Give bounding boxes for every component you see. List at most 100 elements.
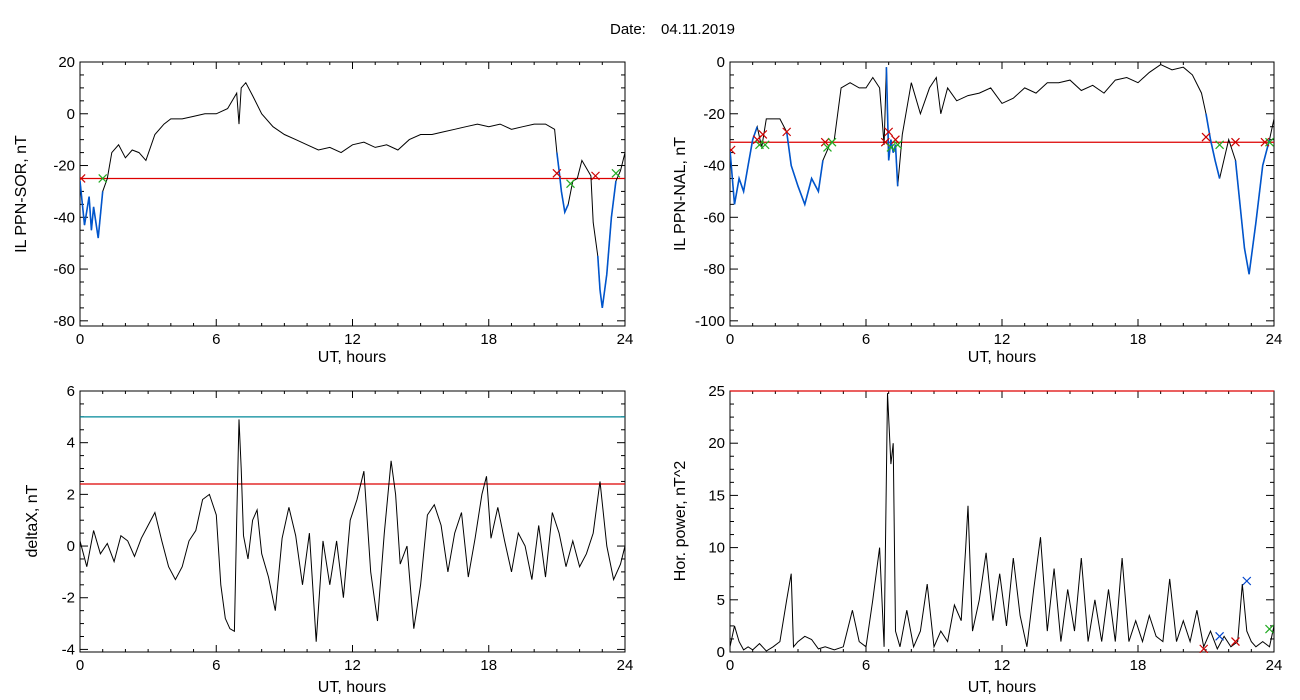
y-tick-label: -20 — [53, 158, 75, 175]
marker-x — [1199, 644, 1209, 653]
marker-x — [1215, 631, 1225, 641]
title-date: 04.11.2019 — [661, 21, 735, 38]
marker-x — [1215, 140, 1225, 150]
marker-x — [884, 127, 894, 137]
marker-stroke — [760, 140, 770, 150]
marker-stroke — [1265, 137, 1274, 147]
y-axis-title: IL PPN-NAL, nT — [672, 137, 689, 251]
marker-stroke — [1242, 576, 1252, 586]
marker-x — [1231, 137, 1240, 147]
data-layer — [730, 64, 1274, 275]
x-tick-label: 6 — [212, 657, 220, 674]
y-tick-label: 0 — [67, 538, 75, 555]
x-tick-label: 12 — [994, 331, 1011, 348]
y-tick-label: -80 — [53, 313, 75, 330]
marker-stroke — [1231, 637, 1240, 646]
plot-area: 0 6 12 18 24 -100 -80 -60 -40 -20 0 — [695, 54, 1282, 348]
marker-stroke — [566, 179, 575, 189]
marker-x — [782, 127, 792, 137]
marker-stroke — [80, 174, 86, 181]
marker-x — [1242, 576, 1252, 586]
y-tick-label: 20 — [708, 435, 725, 452]
marker-x — [566, 179, 575, 189]
active-interval-line — [1205, 113, 1221, 179]
marker-stroke — [880, 137, 890, 147]
x-tick-label: 6 — [862, 657, 870, 674]
plot-area: 0 6 12 18 24 0 5 10 15 20 25 — [708, 383, 1282, 674]
figure-title: Date: 04.11.2019 — [610, 21, 735, 38]
active-interval-line — [730, 126, 758, 205]
x-tick-label: 6 — [862, 331, 870, 348]
marker-stroke — [886, 142, 896, 152]
active-interval-line — [1234, 139, 1271, 275]
series-line — [80, 81, 625, 308]
marker-stroke — [884, 127, 894, 137]
data-layer — [730, 390, 1274, 653]
marker-stroke — [1265, 624, 1274, 634]
x-tick-label: 18 — [1130, 331, 1147, 348]
x-tick-label: 0 — [726, 331, 734, 348]
marker-stroke — [98, 174, 108, 183]
marker-stroke — [893, 140, 903, 150]
active-interval-line — [556, 152, 569, 215]
x-tick-label: 18 — [480, 657, 497, 674]
marker-stroke — [891, 135, 900, 145]
marker-x — [760, 140, 770, 150]
x-axis-title: UT, hours — [318, 679, 386, 696]
marker-stroke — [1231, 137, 1240, 147]
panel-hor-power: 0 6 12 18 24 0 5 10 15 20 25 Hor. power, nT^2 UT, … — [672, 383, 1282, 696]
marker-x — [1265, 624, 1274, 634]
marker-x — [886, 142, 896, 152]
x-tick-label: 6 — [212, 331, 220, 348]
marker-x — [730, 145, 736, 155]
y-axis-title: deltaX, nT — [24, 484, 41, 557]
active-interval-line — [80, 181, 104, 239]
marker-stroke — [730, 145, 736, 152]
marker-x — [891, 135, 900, 145]
y-tick-label: 15 — [708, 487, 725, 504]
y-tick-label: -80 — [703, 261, 725, 278]
y-tick-label: 6 — [67, 383, 75, 400]
y-tick-label: -40 — [53, 209, 75, 226]
active-interval-line — [785, 131, 824, 208]
x-tick-label: 18 — [1130, 657, 1147, 674]
marker-x — [1265, 137, 1274, 147]
panel-il-sor: 0 6 12 18 24 -80 -60 -40 -20 0 20 IL PPN-SOR, nT U… — [13, 54, 633, 366]
marker-x — [552, 168, 562, 178]
x-tick-label: 24 — [1266, 657, 1283, 674]
marker-x — [893, 140, 903, 150]
marker-x — [98, 174, 108, 183]
x-tick-label: 24 — [1266, 331, 1283, 348]
marker-stroke — [758, 130, 768, 139]
series-line — [730, 393, 1274, 652]
x-axis-title: UT, hours — [968, 679, 1036, 696]
active-interval-line — [597, 181, 617, 309]
panel-il-nal: 0 6 12 18 24 -100 -80 -60 -40 -20 0 IL PPN-NAL, nT… — [672, 54, 1282, 366]
marker-x — [827, 137, 837, 147]
marker-stroke — [827, 137, 837, 147]
marker-stroke — [591, 171, 600, 181]
plot-frame — [79, 61, 626, 327]
x-tick-label: 12 — [344, 331, 361, 348]
y-tick-label: 4 — [67, 435, 75, 452]
title-label: Date: — [610, 21, 646, 38]
y-tick-label: -40 — [703, 158, 725, 175]
data-layer — [80, 81, 625, 309]
marker-x — [758, 130, 768, 139]
marker-x — [820, 137, 830, 147]
marker-stroke — [782, 127, 792, 137]
y-axis-title: IL PPN-SOR, nT — [13, 135, 30, 253]
x-tick-label: 0 — [76, 331, 84, 348]
x-axis-title: UT, hours — [968, 349, 1036, 366]
marker-x — [1231, 637, 1240, 646]
y-tick-label: -100 — [695, 313, 725, 330]
x-tick-label: 18 — [480, 331, 497, 348]
x-tick-label: 0 — [726, 657, 734, 674]
plot-frame — [729, 61, 1275, 327]
series-line — [730, 64, 1274, 275]
y-tick-label: 10 — [708, 540, 725, 557]
marker-stroke — [1215, 140, 1225, 150]
